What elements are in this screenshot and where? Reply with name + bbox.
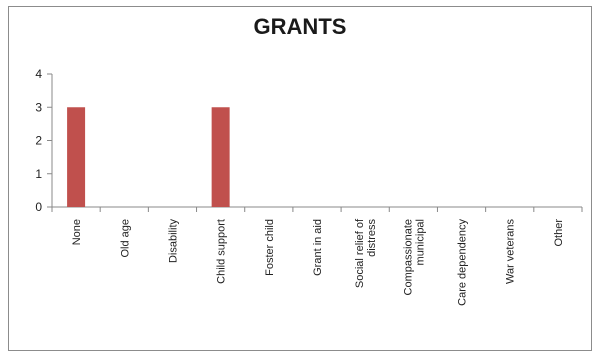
y-tick-label: 2 — [35, 134, 42, 148]
category-label-line: War veterans — [505, 219, 517, 285]
chart-frame — [8, 6, 592, 351]
y-axis: 0 1 2 3 4 — [35, 67, 53, 214]
category-label-line: Child support — [216, 219, 228, 284]
category-labels: None Old age Disability Child support Foster… — [71, 218, 565, 306]
category-label: Other — [553, 219, 565, 247]
category-label: Child support — [216, 219, 228, 284]
bar — [211, 107, 230, 207]
category-label-line: Foster child — [264, 219, 276, 276]
category-label: Foster child — [264, 219, 276, 276]
y-tick-label: 4 — [35, 67, 42, 81]
bar — [67, 107, 86, 207]
y-tick-label: 3 — [35, 100, 42, 114]
category-label-line: Other — [553, 219, 565, 247]
y-tick-label: 1 — [35, 167, 42, 181]
category-label-line: distress — [366, 219, 378, 257]
category-label: Grant in aid — [312, 219, 324, 276]
category-label: Disability — [167, 219, 179, 264]
y-tick-label: 0 — [35, 200, 42, 214]
category-label: Social relief of distress — [354, 218, 378, 288]
category-label: Care dependency — [457, 219, 469, 306]
category-label-line: municipal — [414, 219, 426, 265]
category-label-line: Grant in aid — [312, 219, 324, 276]
category-label: Old age — [119, 219, 131, 258]
category-label: War veterans — [505, 219, 517, 285]
category-label-line: Compassionate — [402, 219, 414, 295]
category-label: None — [71, 219, 83, 245]
category-label-line: Social relief of — [354, 218, 366, 288]
bars — [67, 107, 230, 207]
category-label-line: None — [71, 219, 83, 245]
category-label-line: Care dependency — [457, 219, 469, 306]
category-label-line: Disability — [167, 219, 179, 264]
x-axis — [51, 206, 583, 212]
chart-title: GRANTS — [253, 14, 347, 39]
category-label-line: Old age — [119, 219, 131, 258]
category-label: Compassionate municipal — [402, 219, 426, 295]
